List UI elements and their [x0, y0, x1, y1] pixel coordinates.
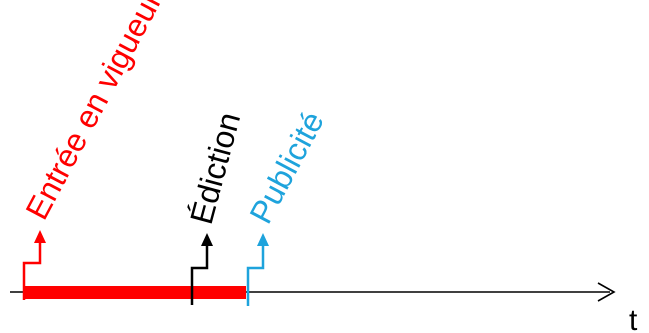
- entree-en-vigueur-arrowhead: [34, 230, 46, 243]
- entree-en-vigueur-arrow: [22, 240, 42, 300]
- event-publicite: Publicité: [242, 106, 331, 306]
- publicite-label: Publicité: [242, 106, 331, 230]
- ediction-arrowhead: [201, 233, 213, 246]
- ediction-arrow: [190, 244, 209, 305]
- ediction-label: Édiction: [183, 109, 247, 228]
- time-axis-arrowhead: [597, 282, 616, 302]
- publicite-arrow: [246, 244, 265, 306]
- validity-period-bar: [24, 286, 246, 299]
- time-axis-label: t: [629, 304, 638, 333]
- publicite-arrowhead: [257, 233, 269, 246]
- event-entree-en-vigueur: Entrée en vigueur: [18, 0, 169, 300]
- event-ediction: Édiction: [183, 109, 247, 305]
- entree-en-vigueur-label: Entrée en vigueur: [18, 0, 169, 225]
